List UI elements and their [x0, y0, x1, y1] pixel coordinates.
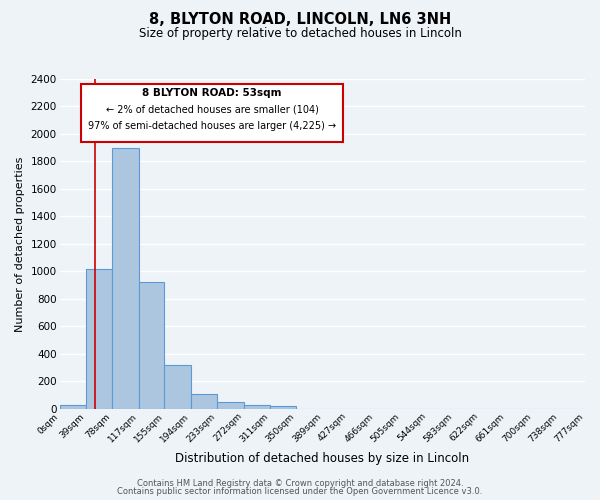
FancyBboxPatch shape — [80, 84, 343, 141]
Bar — [244, 406, 270, 409]
Bar — [270, 406, 296, 409]
Bar — [191, 394, 217, 409]
Text: ← 2% of detached houses are smaller (104): ← 2% of detached houses are smaller (104… — [106, 104, 319, 115]
Bar — [139, 282, 164, 409]
Bar — [59, 406, 86, 409]
Text: Contains public sector information licensed under the Open Government Licence v3: Contains public sector information licen… — [118, 487, 482, 496]
Text: 8 BLYTON ROAD: 53sqm: 8 BLYTON ROAD: 53sqm — [142, 88, 282, 98]
Y-axis label: Number of detached properties: Number of detached properties — [15, 156, 25, 332]
Bar — [112, 148, 139, 409]
Text: Size of property relative to detached houses in Lincoln: Size of property relative to detached ho… — [139, 28, 461, 40]
X-axis label: Distribution of detached houses by size in Lincoln: Distribution of detached houses by size … — [175, 452, 469, 465]
Text: 8, BLYTON ROAD, LINCOLN, LN6 3NH: 8, BLYTON ROAD, LINCOLN, LN6 3NH — [149, 12, 451, 28]
Text: Contains HM Land Registry data © Crown copyright and database right 2024.: Contains HM Land Registry data © Crown c… — [137, 478, 463, 488]
Bar — [217, 402, 244, 409]
Bar — [164, 365, 191, 409]
Bar — [86, 268, 112, 409]
Text: 97% of semi-detached houses are larger (4,225) →: 97% of semi-detached houses are larger (… — [88, 121, 336, 131]
